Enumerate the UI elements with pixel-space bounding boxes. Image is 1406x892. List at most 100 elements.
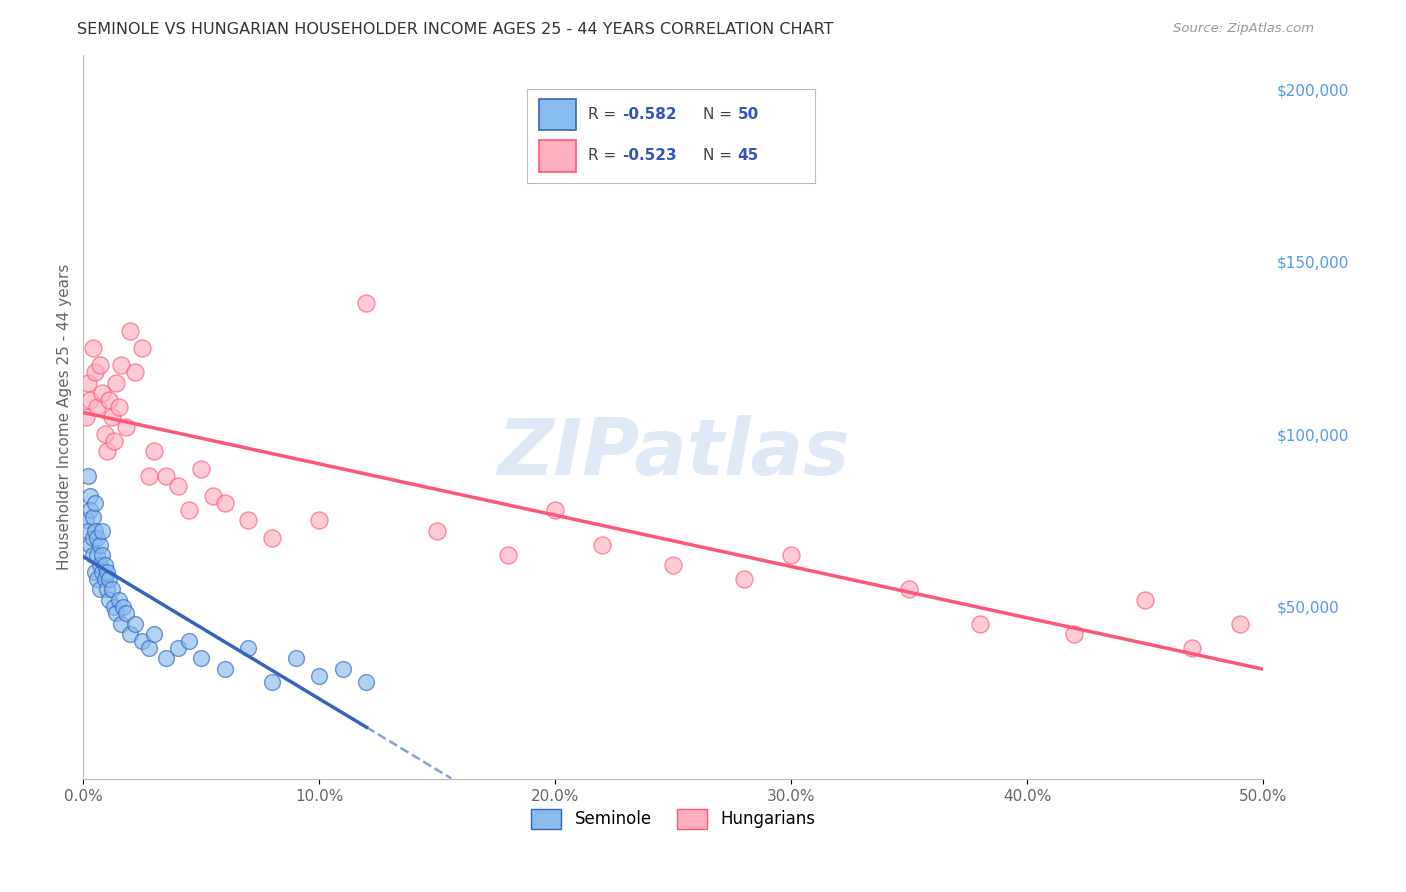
Point: [77, 376, 100, 390]
Point: [356, 675, 378, 690]
Text: 50: 50: [738, 107, 759, 122]
Point: [84, 365, 107, 379]
Bar: [538, 98, 576, 130]
Point: [131, 341, 153, 355]
Point: [107, 400, 129, 414]
Point: [98, 592, 121, 607]
Point: [238, 513, 260, 527]
Point: [114, 607, 136, 621]
Point: [86, 572, 108, 586]
Point: [214, 662, 236, 676]
Point: [143, 444, 166, 458]
Point: [91, 565, 114, 579]
Point: [155, 468, 177, 483]
Point: [124, 616, 146, 631]
Point: [93, 558, 115, 573]
Point: [84, 524, 107, 538]
Point: [89, 558, 111, 573]
Point: [110, 359, 132, 373]
Point: [356, 296, 378, 310]
Point: [138, 640, 160, 655]
Point: [592, 537, 614, 551]
Text: -0.523: -0.523: [623, 148, 678, 163]
Point: [89, 537, 111, 551]
Point: [733, 572, 755, 586]
Point: [155, 651, 177, 665]
Point: [79, 537, 101, 551]
Point: [308, 513, 330, 527]
Point: [77, 468, 100, 483]
Point: [79, 489, 101, 503]
Text: 45: 45: [738, 148, 759, 163]
Point: [96, 582, 118, 597]
Point: [426, 524, 449, 538]
Point: [179, 634, 201, 648]
Point: [75, 513, 97, 527]
Point: [91, 385, 114, 400]
Point: [131, 634, 153, 648]
Point: [98, 392, 121, 407]
Point: [179, 503, 201, 517]
Point: [75, 410, 97, 425]
Point: [138, 468, 160, 483]
Text: SEMINOLE VS HUNGARIAN HOUSEHOLDER INCOME AGES 25 - 44 YEARS CORRELATION CHART: SEMINOLE VS HUNGARIAN HOUSEHOLDER INCOME…: [77, 22, 834, 37]
Point: [120, 324, 142, 338]
Point: [262, 675, 284, 690]
Point: [105, 376, 128, 390]
Bar: [538, 140, 576, 171]
Point: [89, 359, 111, 373]
Point: [202, 489, 225, 503]
Point: [82, 531, 104, 545]
Point: [103, 434, 125, 449]
Point: [96, 565, 118, 579]
Point: [1181, 640, 1204, 655]
Point: [898, 582, 921, 597]
Point: [82, 548, 104, 562]
Point: [100, 410, 122, 425]
Point: [82, 341, 104, 355]
Point: [1229, 616, 1251, 631]
Point: [1135, 592, 1157, 607]
Point: [1063, 627, 1085, 641]
Point: [190, 461, 212, 475]
Point: [84, 496, 107, 510]
Text: R =: R =: [588, 107, 621, 122]
Point: [112, 599, 135, 614]
Point: [98, 572, 121, 586]
Point: [86, 400, 108, 414]
Point: [93, 427, 115, 442]
Y-axis label: Householder Income Ages 25 - 44 years: Householder Income Ages 25 - 44 years: [58, 264, 72, 570]
Point: [332, 662, 354, 676]
Point: [82, 510, 104, 524]
Point: [91, 524, 114, 538]
Point: [105, 607, 128, 621]
Text: R =: R =: [588, 148, 621, 163]
Point: [238, 640, 260, 655]
Text: Source: ZipAtlas.com: Source: ZipAtlas.com: [1174, 22, 1315, 36]
Point: [91, 548, 114, 562]
Point: [124, 365, 146, 379]
Point: [262, 531, 284, 545]
Point: [120, 627, 142, 641]
Point: [662, 558, 685, 573]
Point: [308, 668, 330, 682]
Point: [100, 582, 122, 597]
Point: [114, 420, 136, 434]
Point: [103, 599, 125, 614]
Point: [77, 524, 100, 538]
Point: [110, 616, 132, 631]
Point: [284, 651, 307, 665]
Point: [89, 582, 111, 597]
Legend: Seminole, Hungarians: Seminole, Hungarians: [524, 802, 823, 836]
Point: [544, 503, 567, 517]
Point: [79, 392, 101, 407]
Point: [166, 640, 188, 655]
Point: [86, 548, 108, 562]
Text: N =: N =: [703, 148, 737, 163]
Point: [496, 548, 519, 562]
Point: [780, 548, 803, 562]
Point: [107, 592, 129, 607]
Point: [96, 444, 118, 458]
Point: [166, 479, 188, 493]
Point: [969, 616, 991, 631]
